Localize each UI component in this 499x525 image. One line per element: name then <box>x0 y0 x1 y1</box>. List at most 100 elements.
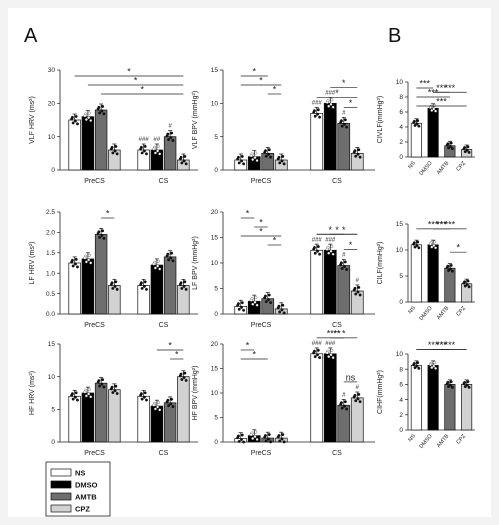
data-point <box>156 144 160 148</box>
y-tick-label: 20 <box>211 209 219 216</box>
data-point <box>87 116 91 120</box>
group-label-CS: CS <box>159 450 169 457</box>
data-point <box>466 380 470 384</box>
data-point <box>449 141 453 145</box>
bar <box>337 122 351 171</box>
data-point <box>329 102 333 106</box>
legend-swatch-amtb <box>50 492 72 501</box>
y-axis-label: HF HRV (ms²) <box>29 371 36 415</box>
data-point <box>412 242 416 246</box>
y-tick-label: 5 <box>214 415 218 422</box>
data-point <box>114 144 118 148</box>
data-point <box>417 366 421 370</box>
bar <box>108 389 121 443</box>
data-point <box>240 159 243 163</box>
y-tick-label: 2.5 <box>46 209 55 216</box>
data-point <box>264 439 268 443</box>
data-point <box>267 148 271 152</box>
data-point <box>101 378 105 382</box>
data-point <box>357 392 361 396</box>
data-point <box>339 120 343 124</box>
data-point <box>102 236 106 240</box>
data-point <box>183 280 187 284</box>
data-point <box>74 114 78 118</box>
y-tick-label: 15 <box>211 366 219 373</box>
data-point <box>84 118 88 121</box>
data-point <box>156 149 160 153</box>
data-point <box>331 252 335 256</box>
y-tick-label: 2.0 <box>46 230 55 237</box>
significance-label: * <box>456 243 460 253</box>
data-point <box>354 399 358 403</box>
y-tick-label: 0 <box>214 311 218 318</box>
data-point <box>242 440 246 444</box>
data-point <box>83 256 87 260</box>
data-point <box>180 286 184 290</box>
data-point <box>180 161 184 165</box>
panel-letter-a: A <box>24 25 38 47</box>
y-axis-label: LF BPV (mmHg²) <box>192 236 199 290</box>
bar-significance-label: ### <box>312 100 323 106</box>
data-point <box>325 247 329 251</box>
significance-label: * <box>252 350 256 360</box>
data-point <box>98 384 102 388</box>
data-point <box>142 149 146 153</box>
data-point <box>264 154 268 158</box>
y-axis-label: VLF HRV (ms²) <box>29 96 36 144</box>
y-tick-label: 0.5 <box>46 291 55 298</box>
bar <box>94 382 108 443</box>
y-tick-label: 10 <box>211 390 219 397</box>
group-label-PreCS: PreCS <box>251 178 272 185</box>
legend: NS DMSO AMTB CPZ <box>45 461 111 517</box>
bar <box>310 249 324 315</box>
data-point <box>345 125 349 129</box>
data-point <box>343 400 347 404</box>
data-point <box>115 392 119 395</box>
data-point <box>71 397 75 401</box>
y-axis-label: CIVLF(mmHg²) <box>377 96 384 143</box>
data-point <box>109 387 113 391</box>
significance-label: * <box>246 209 250 219</box>
data-point <box>447 268 450 272</box>
data-point <box>415 364 419 368</box>
data-point <box>242 308 246 312</box>
significance-label: * <box>259 218 263 228</box>
data-point <box>171 405 175 409</box>
group-label-CS: CS <box>159 178 169 185</box>
data-point <box>413 245 417 249</box>
data-point <box>449 383 452 387</box>
data-point <box>84 260 88 264</box>
y-tick-label: 20 <box>211 341 219 348</box>
significance-label: *** <box>436 219 447 229</box>
data-point <box>89 395 93 399</box>
y-tick-label: 30 <box>48 67 56 74</box>
bar-significance-label: ## <box>154 137 161 143</box>
data-point <box>445 382 449 386</box>
bar-significance-label: # <box>356 278 360 284</box>
data-point <box>316 353 319 357</box>
data-point <box>281 303 285 307</box>
significance-label: * <box>106 209 110 219</box>
data-point <box>109 283 113 286</box>
data-point <box>87 392 91 396</box>
data-point <box>416 240 420 244</box>
data-point <box>140 286 144 290</box>
data-point <box>465 383 469 387</box>
data-point <box>343 260 347 264</box>
significance-label: ns <box>346 372 356 382</box>
data-point <box>139 393 143 397</box>
y-axis-label: CIHF(mmHg²) <box>377 370 384 414</box>
significance-label: * <box>175 350 179 360</box>
data-point <box>158 267 162 271</box>
data-point <box>462 147 466 151</box>
y-axis-label: HF BPV (mmHg²) <box>192 366 199 421</box>
data-point <box>357 285 361 289</box>
bar <box>81 258 95 315</box>
y-tick-label: 0 <box>399 427 403 434</box>
significance-label: * <box>342 225 346 235</box>
data-point <box>325 351 329 355</box>
group-label-PreCS: PreCS <box>251 450 272 457</box>
